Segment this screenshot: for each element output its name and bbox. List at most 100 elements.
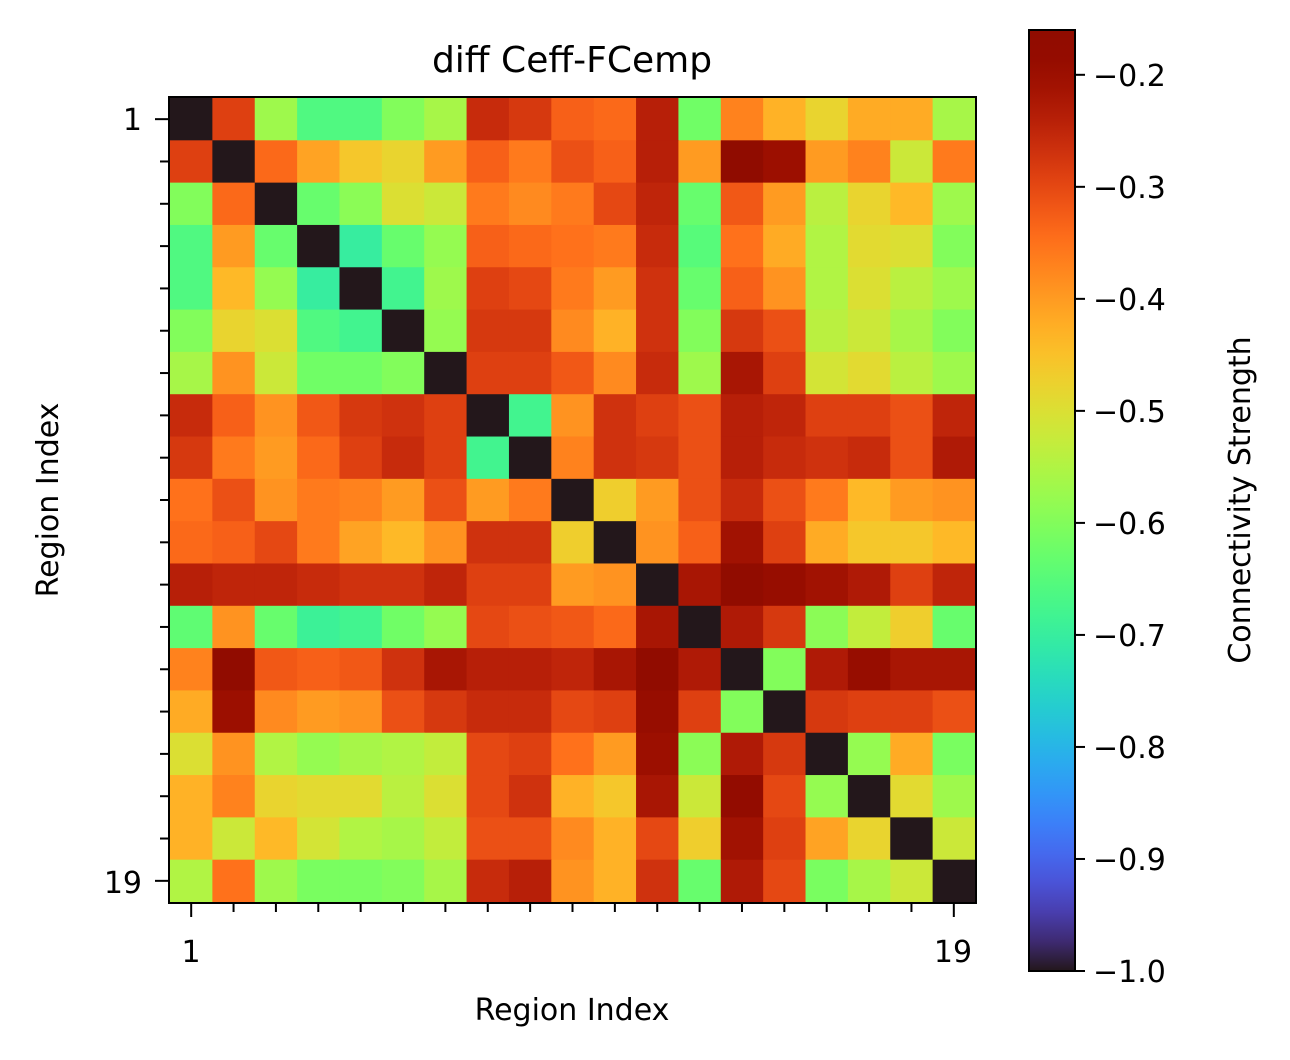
heatmap-cell — [466, 859, 510, 903]
heatmap-cell — [424, 98, 468, 141]
heatmap-cell — [805, 817, 849, 861]
heatmap-cell — [593, 309, 637, 353]
heatmap-cell — [551, 775, 595, 818]
heatmap-cell — [466, 436, 510, 480]
heatmap-cell — [212, 859, 256, 903]
heatmap-cell — [381, 351, 425, 395]
heatmap-cell — [847, 563, 891, 607]
heatmap-cell — [720, 394, 764, 438]
heatmap-cell — [466, 817, 510, 861]
heatmap-cell — [678, 859, 722, 903]
heatmap-cell — [890, 817, 934, 861]
heatmap-cell — [508, 98, 552, 141]
heatmap-cell — [212, 563, 256, 607]
heatmap-cell — [890, 98, 934, 141]
heatmap-cell — [254, 267, 298, 311]
heatmap-cell — [212, 267, 256, 311]
colorbar-tick-label: −0.7 — [1093, 619, 1166, 654]
heatmap-cell — [424, 224, 468, 268]
heatmap-cell — [932, 182, 976, 226]
x-axis-ticks — [190, 903, 955, 917]
heatmap-cell — [339, 859, 383, 903]
heatmap-cell — [508, 605, 552, 649]
heatmap-cell — [847, 182, 891, 226]
heatmap-cell — [170, 309, 213, 353]
colorbar-tick-label: −0.5 — [1093, 395, 1166, 430]
heatmap-cell — [466, 732, 510, 776]
heatmap-cell — [932, 648, 976, 692]
heatmap-cell — [636, 859, 680, 903]
heatmap-cell — [678, 140, 722, 184]
heatmap-cell — [932, 394, 976, 438]
heatmap-cell — [297, 859, 341, 903]
heatmap-cell — [254, 605, 298, 649]
heatmap-cell — [847, 351, 891, 395]
heatmap-cell — [508, 394, 552, 438]
heatmap-cell — [508, 267, 552, 311]
heatmap-cell — [720, 140, 764, 184]
heatmap-cell — [763, 98, 807, 141]
heatmap-cell — [847, 140, 891, 184]
heatmap-cell — [636, 267, 680, 311]
heatmap-cell — [720, 817, 764, 861]
heatmap-cell — [466, 309, 510, 353]
heatmap-cell — [381, 732, 425, 776]
heatmap-cell — [847, 732, 891, 776]
heatmap-cell — [636, 351, 680, 395]
heatmap-cell — [847, 224, 891, 268]
heatmap-cell — [297, 436, 341, 480]
heatmap-cell — [847, 817, 891, 861]
heatmap-cell — [551, 732, 595, 776]
heatmap-cell — [508, 309, 552, 353]
heatmap-cell — [212, 605, 256, 649]
heatmap-cell — [424, 648, 468, 692]
heatmap-cell — [254, 732, 298, 776]
heatmap-cell — [890, 309, 934, 353]
heatmap-cell — [932, 817, 976, 861]
heatmap-cell — [636, 817, 680, 861]
heatmap-cell — [339, 817, 383, 861]
heatmap-cell — [551, 859, 595, 903]
heatmap-cell — [466, 267, 510, 311]
heatmap-cell — [170, 521, 213, 565]
heatmap-cell — [297, 267, 341, 311]
heatmap-cell — [424, 690, 468, 734]
heatmap-cell — [678, 436, 722, 480]
heatmap-cell — [593, 351, 637, 395]
heatmap-cell — [424, 309, 468, 353]
heatmap-cell — [339, 690, 383, 734]
heatmap-cell — [508, 859, 552, 903]
heatmap-cell — [551, 351, 595, 395]
heatmap-cell — [381, 817, 425, 861]
heatmap-cell — [805, 394, 849, 438]
heatmap-cell — [381, 605, 425, 649]
heatmap-cell — [381, 478, 425, 522]
heatmap-cell — [424, 351, 468, 395]
heatmap-cell — [932, 605, 976, 649]
heatmap-cell — [805, 351, 849, 395]
heatmap-cell — [720, 648, 764, 692]
heatmap-cell — [381, 267, 425, 311]
heatmap-cell — [170, 732, 213, 776]
heatmap-cell — [466, 775, 510, 818]
heatmap-cell — [297, 394, 341, 438]
heatmap-cell — [593, 690, 637, 734]
heatmap-cell — [890, 394, 934, 438]
heatmap-cell — [805, 775, 849, 818]
heatmap-cell — [297, 478, 341, 522]
heatmap-cell — [551, 267, 595, 311]
heatmap-cell — [847, 436, 891, 480]
colorbar-tick-label: −0.4 — [1093, 283, 1166, 318]
heatmap-cell — [170, 775, 213, 818]
heatmap-cell — [890, 859, 934, 903]
heatmap-cell — [424, 817, 468, 861]
heatmap-cell — [339, 182, 383, 226]
heatmap-cell — [381, 521, 425, 565]
heatmap-cell — [508, 732, 552, 776]
heatmap-cell — [636, 140, 680, 184]
heatmap-cell — [508, 690, 552, 734]
heatmap-cells — [170, 98, 976, 903]
heatmap-cell — [932, 351, 976, 395]
heatmap-cell — [678, 267, 722, 311]
heatmap-cell — [212, 224, 256, 268]
